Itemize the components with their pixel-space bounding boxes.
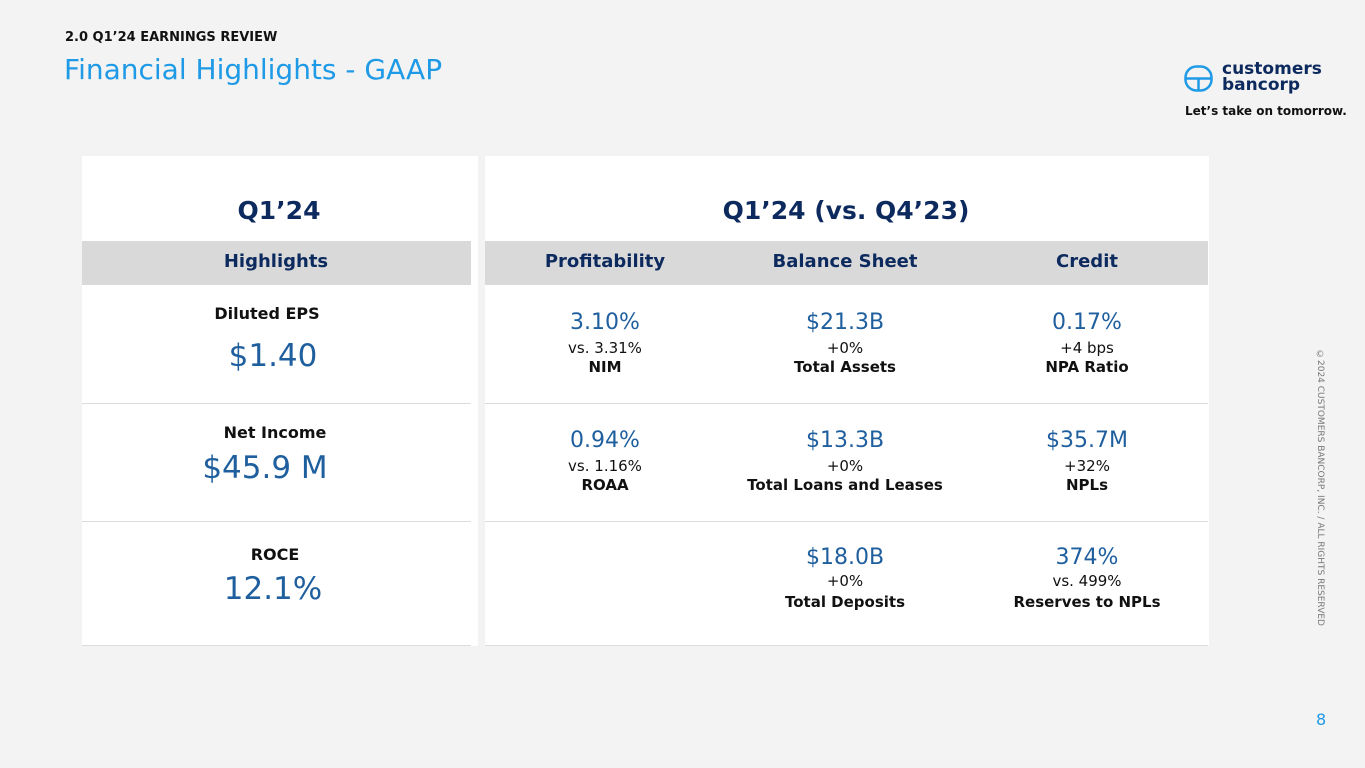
metric-value: 0.17% [1052,310,1122,335]
tagline: Let’s take on tomorrow. [1185,104,1347,118]
metric-value: $45.9 M [202,450,328,486]
metric-change: vs. 1.16% [568,457,642,475]
metric-value: $18.0B [805,545,885,570]
metric-change: +0% [826,457,864,475]
metric-label: Net Income [223,423,327,442]
header-band [485,241,1208,285]
brand-name: customers bancorp [1222,59,1322,95]
panel-title: Q1’24 [237,196,321,225]
divider [485,521,1208,522]
metric-change: vs. 499% [1052,572,1122,590]
brand-line: bancorp [1222,75,1301,95]
metric-value: 12.1% [223,571,323,607]
right-panel [485,156,1209,646]
metric-label: ROAA [581,476,629,494]
copyright: ©2024 CUSTOMERS BANCORP, INC. / ALL RIGH… [1315,350,1325,626]
metric-change: +0% [826,339,864,357]
logo-icon [1184,65,1213,92]
divider [82,521,471,522]
metric-value: 3.10% [570,310,640,335]
divider [82,645,471,646]
metric-label: NPLs [1065,476,1109,494]
column-header: Highlights [223,251,329,272]
metric-value: $13.3B [805,428,885,453]
slide-title: Financial Highlights - GAAP [64,53,443,86]
column-header: Profitability [544,251,666,272]
metric-value: $1.40 [228,338,318,374]
metric-change: +0% [826,572,864,590]
metric-change: vs. 3.31% [568,339,642,357]
metric-label: Total Loans and Leases [747,476,943,494]
divider [485,403,1208,404]
left-panel [82,156,478,646]
metric-value: 374% [1055,545,1119,570]
metric-label: ROCE [250,545,300,564]
metric-value: $21.3B [805,310,885,335]
metric-label: NPA Ratio [1045,358,1129,376]
brand-line: customers [1222,59,1322,79]
metric-change: +32% [1064,457,1110,475]
column-header: Credit [1056,251,1118,272]
metric-value: 0.94% [570,428,640,453]
header-band [82,241,471,285]
divider [485,645,1208,646]
divider [82,403,471,404]
page-number: 8 [1316,710,1327,729]
panel-title: Q1’24 (vs. Q4’23) [722,196,970,225]
metric-value: $35.7M [1046,428,1128,453]
metric-label: Total Assets [794,358,896,376]
metric-label: Diluted EPS [214,304,320,323]
metric-label: Total Deposits [784,593,906,611]
column-header: Balance Sheet [772,251,918,272]
metric-label: NIM [588,358,622,376]
metric-change: +4 bps [1060,339,1114,357]
metric-label: Reserves to NPLs [1013,593,1161,611]
section-label: 2.0 Q1’24 EARNINGS REVIEW [65,30,278,45]
